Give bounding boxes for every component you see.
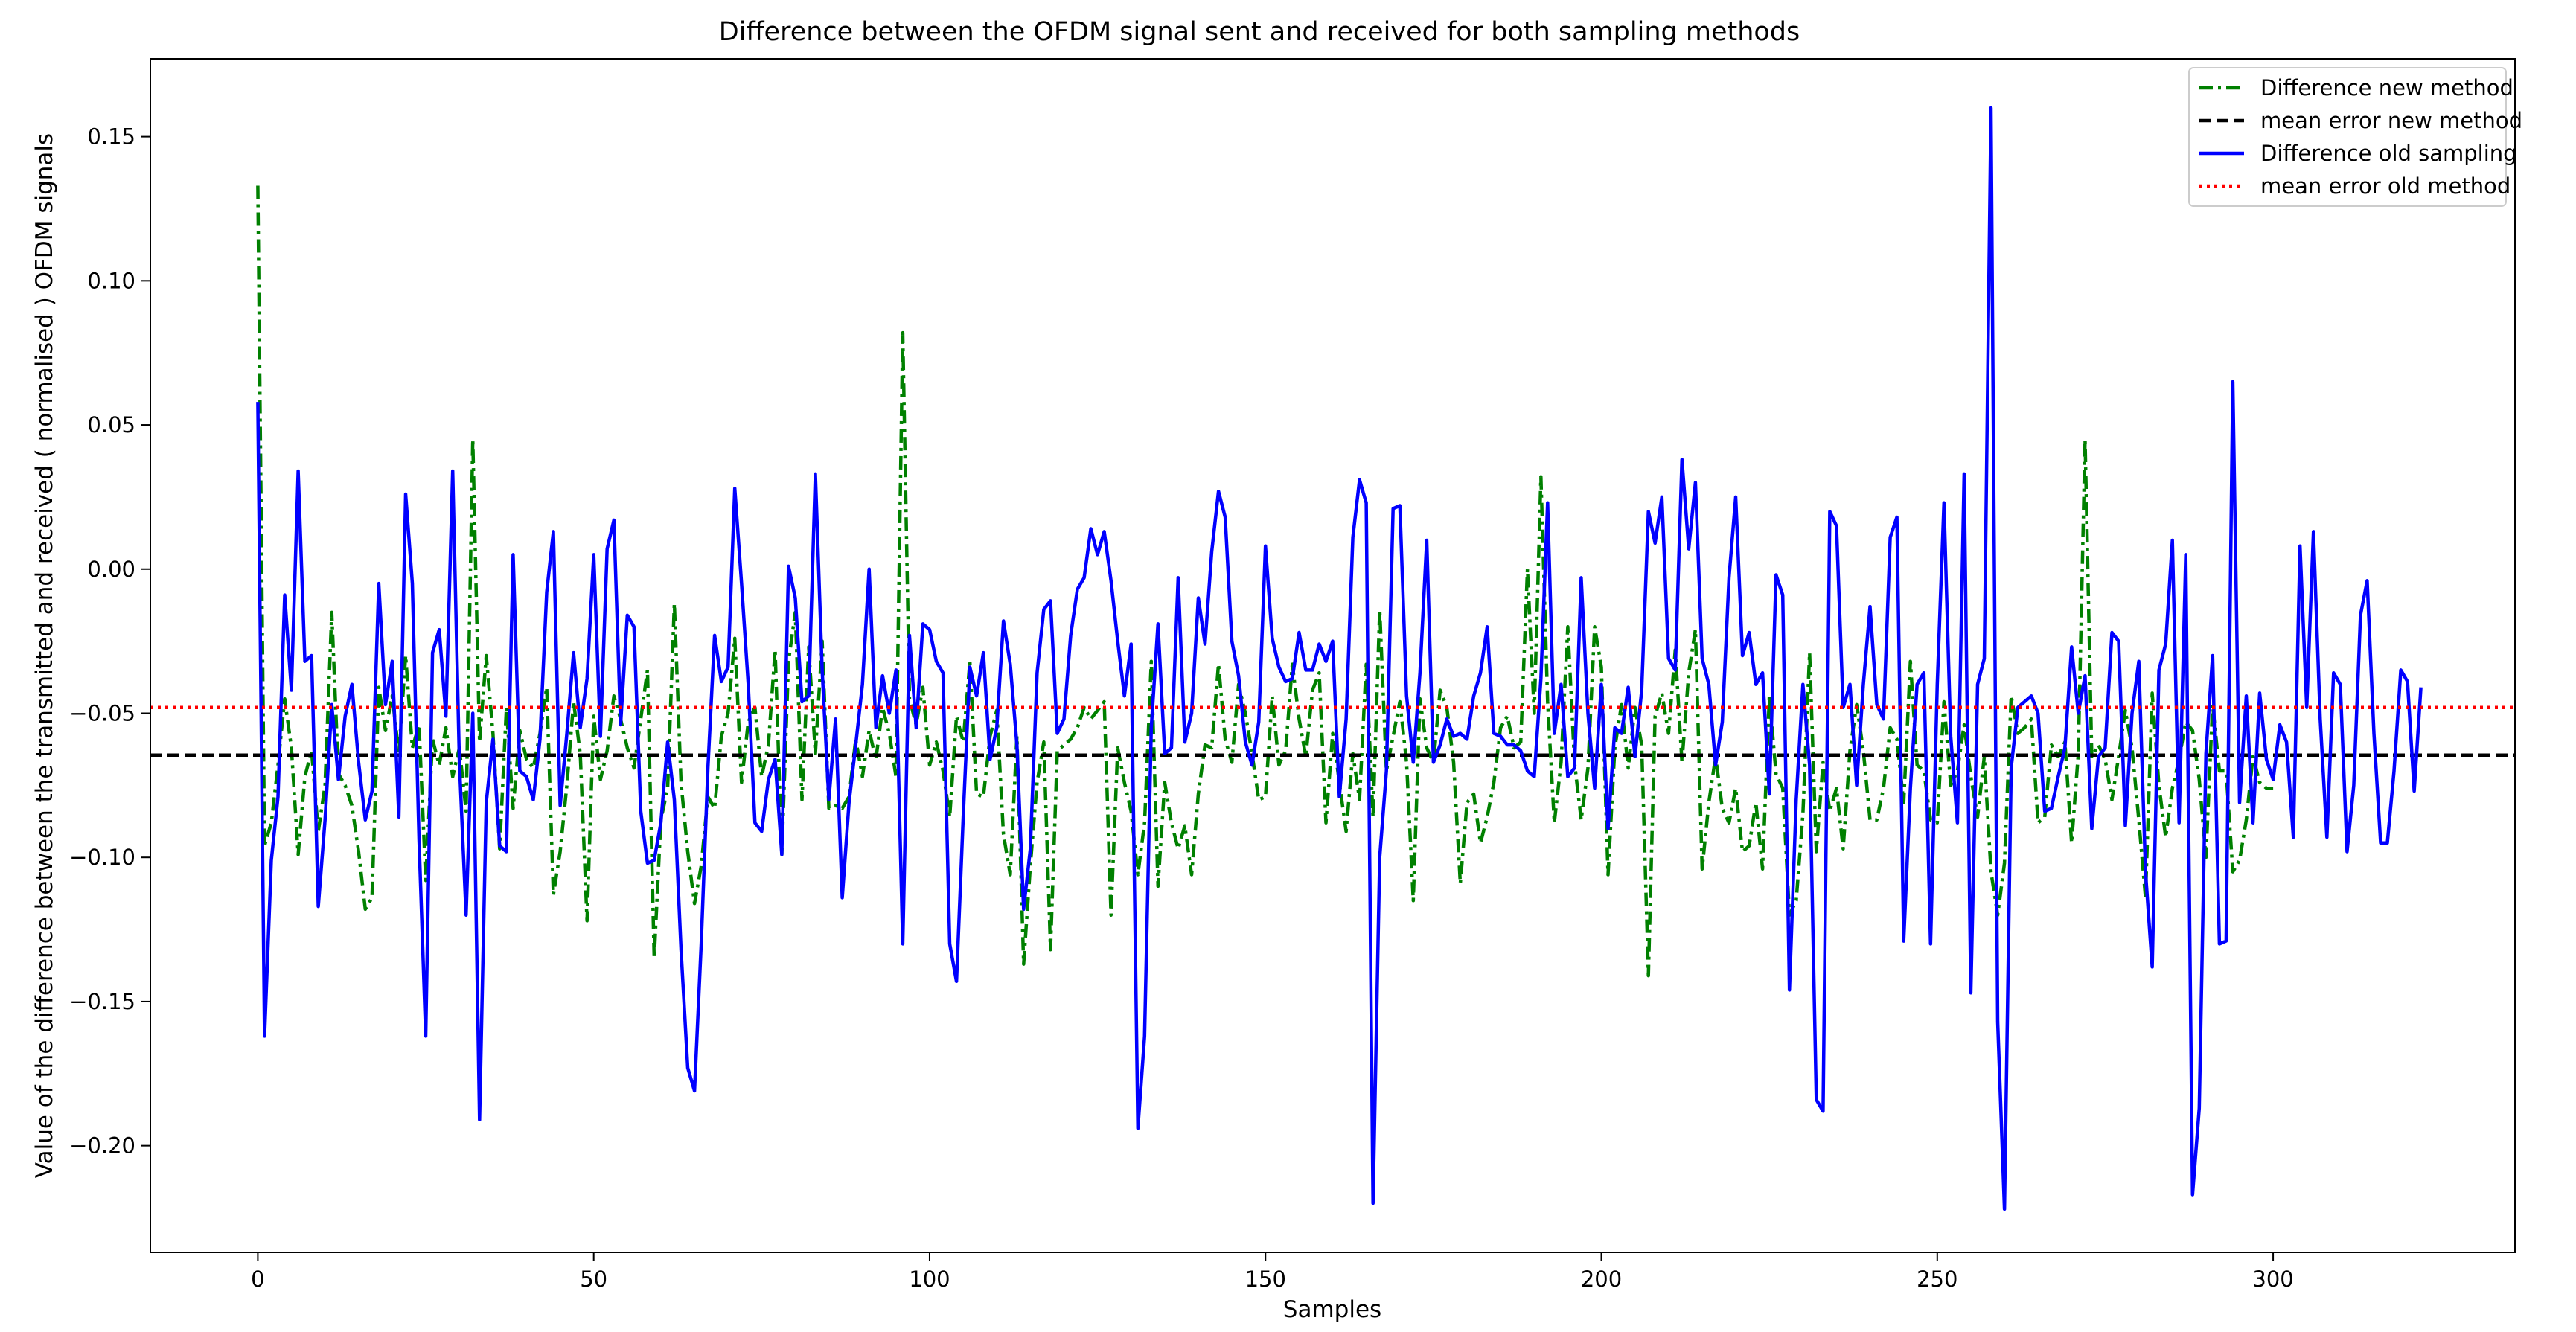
y-tick-label: 0.00 [87, 557, 135, 582]
x-tick-label: 250 [1917, 1267, 1957, 1292]
y-tick-label: −0.15 [69, 989, 135, 1014]
x-tick-label: 100 [909, 1267, 950, 1292]
y-tick-label: 0.15 [87, 124, 135, 150]
x-axis-label: Samples [1283, 1296, 1381, 1323]
x-tick-label: 150 [1245, 1267, 1286, 1292]
x-tick-label: 200 [1581, 1267, 1622, 1292]
y-tick-label: 0.10 [87, 268, 135, 293]
legend-label-difference-old-sampling: Difference old sampling [2260, 141, 2517, 166]
chart-title: Difference between the OFDM signal sent … [719, 17, 1800, 47]
plot-frame [150, 58, 2516, 1253]
legend-label-mean-error-new-method: mean error new method [2260, 108, 2522, 133]
series-layer [150, 106, 2515, 1211]
y-tick-label: −0.20 [69, 1133, 135, 1159]
x-tick-label: 0 [251, 1267, 264, 1292]
series-difference-new-method [256, 185, 2274, 978]
y-axis: −0.20 −0.15 −0.10 −0.05 0.00 0.05 0.10 0.15 [69, 124, 150, 1159]
y-tick-label: 0.05 [87, 412, 135, 438]
x-tick-label: 50 [580, 1267, 607, 1292]
y-axis-label: Value of the difference between the tran… [31, 133, 58, 1178]
y-tick-label: −0.05 [69, 700, 135, 726]
x-axis: 0 50 100 150 200 250 300 [251, 1252, 2294, 1292]
legend-box [2188, 67, 2507, 207]
series-difference-old-sampling [256, 106, 2423, 1211]
y-tick-label: −0.10 [69, 845, 135, 870]
legend: Difference new method mean error new meth… [2188, 67, 2522, 207]
x-tick-label: 300 [2252, 1267, 2293, 1292]
legend-label-mean-error-old-method: mean error old method [2260, 173, 2511, 199]
legend-label-difference-new-method: Difference new method [2260, 75, 2513, 100]
